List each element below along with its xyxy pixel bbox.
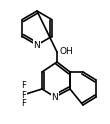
Text: F: F [22, 81, 26, 91]
Text: F: F [22, 99, 26, 108]
Text: F: F [22, 91, 26, 99]
Text: N: N [52, 93, 58, 102]
Text: N: N [34, 41, 40, 49]
Text: OH: OH [59, 46, 73, 56]
